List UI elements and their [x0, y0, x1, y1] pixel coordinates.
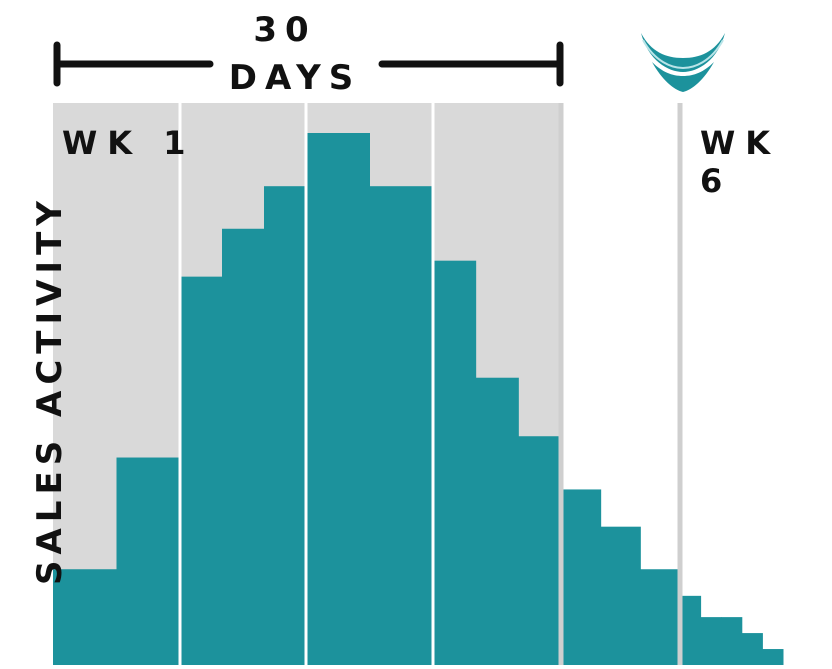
bar-2: [116, 457, 181, 665]
bar-9: [475, 377, 519, 665]
y-axis-label: SALES ACTIVITY: [30, 195, 70, 585]
shield-chevron-icon: [641, 33, 725, 92]
duration-brace: [53, 41, 564, 87]
bar-8: [433, 260, 477, 665]
bar-18: [762, 649, 784, 665]
bar-10: [518, 436, 562, 665]
bar-17: [741, 633, 763, 665]
bar-5: [264, 186, 307, 665]
week-dividers: [178, 103, 683, 665]
week-end-label: WK 6: [700, 124, 781, 200]
bar-3: [180, 276, 223, 665]
bar-15: [700, 617, 722, 665]
bar-11: [561, 489, 602, 665]
bar-6: [306, 133, 370, 665]
bar-7: [369, 186, 434, 665]
bar-13: [640, 569, 681, 665]
bar-12: [600, 526, 641, 665]
bar-series: [53, 133, 784, 665]
bar-14: [680, 595, 702, 665]
chart-title-number: 30: [253, 10, 317, 50]
chart-title-unit: DAYS: [228, 58, 362, 98]
bar-16: [721, 617, 743, 665]
week-start-label: WK 1: [62, 124, 196, 162]
bar-4: [222, 228, 265, 665]
bar-1: [53, 569, 117, 665]
